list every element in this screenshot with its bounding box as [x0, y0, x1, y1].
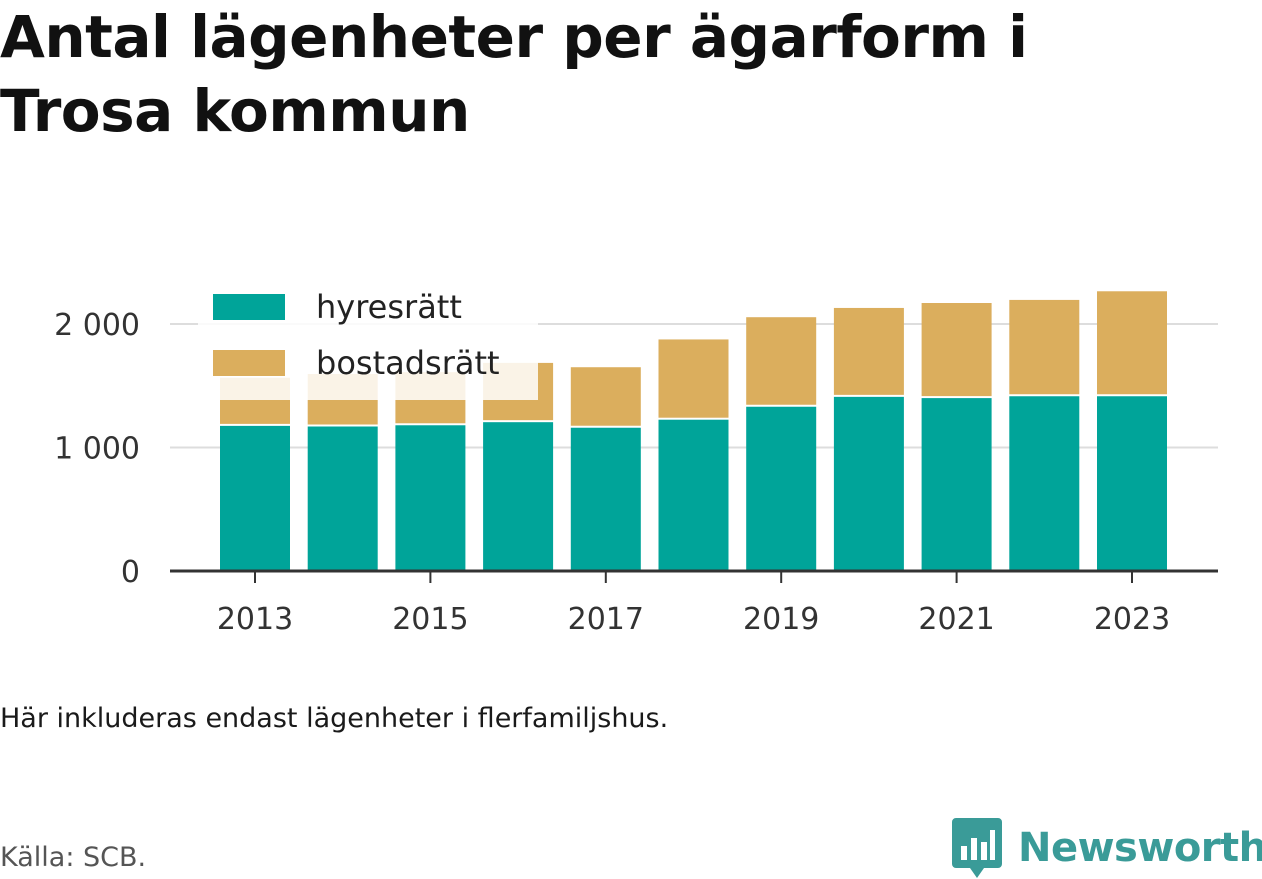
- bar-bostadsratt: [1097, 291, 1167, 395]
- newsworthy-logo: Newsworthy: [952, 818, 1262, 878]
- chart-note: Här inkluderas endast lägenheter i flerf…: [0, 703, 669, 734]
- axes: 0 1 000 2 000 2013 2015 2017 2019 2021 2023: [54, 308, 1218, 637]
- bar-hyresratt: [483, 422, 554, 571]
- legend-label-hyresratt: hyresrätt: [316, 288, 462, 326]
- x-tick-label: 2017: [568, 602, 644, 637]
- x-tick-label: 2013: [217, 602, 293, 637]
- brand-name: Newsworthy: [1018, 825, 1262, 871]
- bar-hyresratt: [746, 406, 817, 571]
- source-text: Källa: SCB.: [0, 842, 147, 873]
- bar-hyresratt: [921, 398, 992, 571]
- legend-label-bostadsratt: bostadsrätt: [316, 344, 500, 382]
- bar-bostadsratt: [746, 317, 817, 405]
- bar-bostadsratt: [570, 367, 641, 426]
- bar-hyresratt: [1009, 396, 1080, 571]
- x-tick-label: 2019: [743, 602, 819, 637]
- y-tick-label: 2 000: [54, 308, 140, 343]
- x-tick-label: 2023: [1094, 602, 1170, 637]
- bar-hyresratt: [833, 396, 904, 571]
- bar-hyresratt: [307, 426, 378, 571]
- legend: hyresrätt bostadsrätt: [198, 282, 538, 400]
- bar-chart-speech-bubble-icon: [952, 818, 1002, 878]
- legend-swatch-bostadsratt: [213, 350, 285, 376]
- chart-title: Antal lägenheter per ägarform i Trosa ko…: [0, 3, 1028, 145]
- y-tick-label: 1 000: [54, 432, 140, 467]
- bar-bostadsratt: [1009, 299, 1080, 395]
- bar-bostadsratt: [921, 303, 992, 397]
- bar-hyresratt: [220, 425, 290, 571]
- y-tick-label: 0: [121, 555, 140, 590]
- x-tick-label: 2021: [918, 602, 994, 637]
- bar-hyresratt: [658, 419, 729, 571]
- bar-bostadsratt: [658, 339, 729, 418]
- x-tick-label: 2015: [392, 602, 468, 637]
- legend-swatch-hyresratt: [213, 294, 285, 320]
- bar-hyresratt: [570, 427, 641, 571]
- stacked-bar-chart: 0 1 000 2 000 2013 2015 2017 2019 2021 2023 hyre…: [54, 282, 1218, 637]
- bar-bostadsratt: [833, 307, 904, 395]
- bar-hyresratt: [395, 425, 466, 571]
- bar-hyresratt: [1097, 396, 1167, 571]
